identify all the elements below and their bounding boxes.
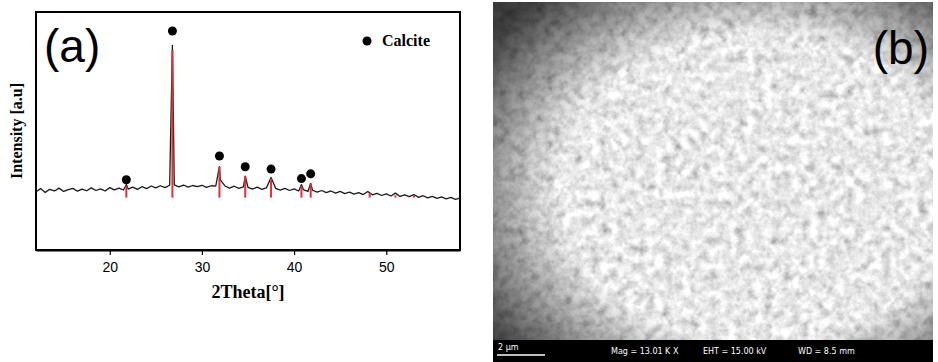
peak-marker xyxy=(168,27,177,36)
peak-marker xyxy=(215,151,224,160)
peak-marker xyxy=(306,169,315,178)
x-tick-label: 20 xyxy=(102,259,118,275)
legend-marker xyxy=(363,37,372,46)
sem-info: Mag = 13.01 K X xyxy=(611,347,679,356)
reference-stick xyxy=(218,167,220,198)
legend-label: Calcite xyxy=(382,32,430,49)
x-tick: 40 xyxy=(287,250,303,275)
x-tick-label: 50 xyxy=(379,259,395,275)
reference-stick xyxy=(244,176,246,197)
legend: Calcite xyxy=(363,32,430,49)
plot-frame xyxy=(36,12,460,250)
reference-stick xyxy=(413,195,415,197)
reference-stick xyxy=(369,193,371,198)
figure: 20 30 40 50 2Theta[°] Intensity [a.u] (a) Calci… xyxy=(0,0,938,362)
reference-stick xyxy=(171,50,173,198)
x-tick: 20 xyxy=(102,250,118,275)
sem-info: EHT = 15.00 kV xyxy=(703,347,767,356)
sem-footer xyxy=(493,340,933,362)
peak-marker xyxy=(297,174,306,183)
scale-bar-label: 2 µm xyxy=(498,343,519,352)
panel-label: (a) xyxy=(44,20,100,72)
reference-stick xyxy=(270,179,272,198)
x-axis-title: 2Theta[°] xyxy=(211,282,284,302)
reference-stick xyxy=(125,186,127,198)
peak-marker xyxy=(241,162,250,171)
x-tick-label: 30 xyxy=(195,259,211,275)
reference-stick xyxy=(394,195,396,197)
reference-stick xyxy=(300,186,302,198)
reference-stick xyxy=(310,183,312,197)
panel-label: (b) xyxy=(873,22,929,74)
sem-shading xyxy=(493,2,933,340)
x-axis: 20 30 40 50 xyxy=(37,250,461,275)
sem-info: WD = 8.5 mm xyxy=(798,347,855,356)
y-axis-title: Intensity [a.u] xyxy=(8,83,26,179)
x-tick: 50 xyxy=(379,250,395,275)
sem-texture xyxy=(493,2,933,340)
peak-marker xyxy=(267,165,276,174)
scale-bar xyxy=(497,354,545,356)
peak-marker xyxy=(122,175,131,184)
x-tick-label: 40 xyxy=(287,259,303,275)
x-tick: 30 xyxy=(195,250,211,275)
sem-image: 2 µm Mag = 13.01 K X EHT = 15.00 kV WD = 8.… xyxy=(493,2,933,362)
